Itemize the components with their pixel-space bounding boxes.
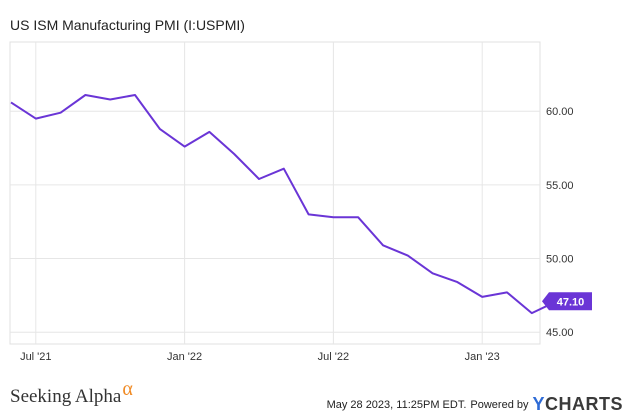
ycharts-logo: YCHARTS	[532, 394, 623, 415]
y-tick-label: 45.00	[546, 327, 574, 339]
y-tick-label: 55.00	[546, 180, 574, 192]
series-line	[10, 94, 558, 315]
powered-by-label: Powered by	[470, 399, 529, 411]
x-tick-label: Jan '22	[167, 351, 202, 363]
timestamp: May 28 2023, 11:25PM EDT.	[326, 399, 467, 411]
brand-name: Seeking Alpha	[10, 386, 122, 407]
gridlines	[9, 41, 541, 345]
y-tick-label: 60.00	[546, 106, 574, 118]
x-tick-label: Jan '23	[465, 351, 500, 363]
alpha-icon: α	[122, 378, 133, 400]
footer-meta: May 28 2023, 11:25PM EDT. Powered by YCH…	[326, 392, 623, 415]
plot-frame	[9, 41, 541, 345]
last-value-badge-shape	[542, 292, 592, 311]
ycharts-logo-y: Y	[532, 394, 545, 414]
y-tick-label: 50.00	[546, 254, 574, 266]
y-axis: 45.00 50.00 55.00 60.00	[546, 106, 574, 339]
chart-title: US ISM Manufacturing PMI (I:USPMI)	[10, 17, 245, 33]
last-value-badge: 47.10	[542, 292, 592, 311]
seeking-alpha-logo: Seeking Alphaα	[10, 378, 133, 408]
x-axis: Jul '21 Jan '22 Jul '22 Jan '23	[20, 351, 500, 363]
x-tick-label: Jul '22	[318, 351, 349, 363]
ycharts-logo-text: CHARTS	[545, 394, 623, 414]
x-tick-label: Jul '21	[20, 351, 51, 363]
last-value-label: 47.10	[557, 296, 585, 308]
